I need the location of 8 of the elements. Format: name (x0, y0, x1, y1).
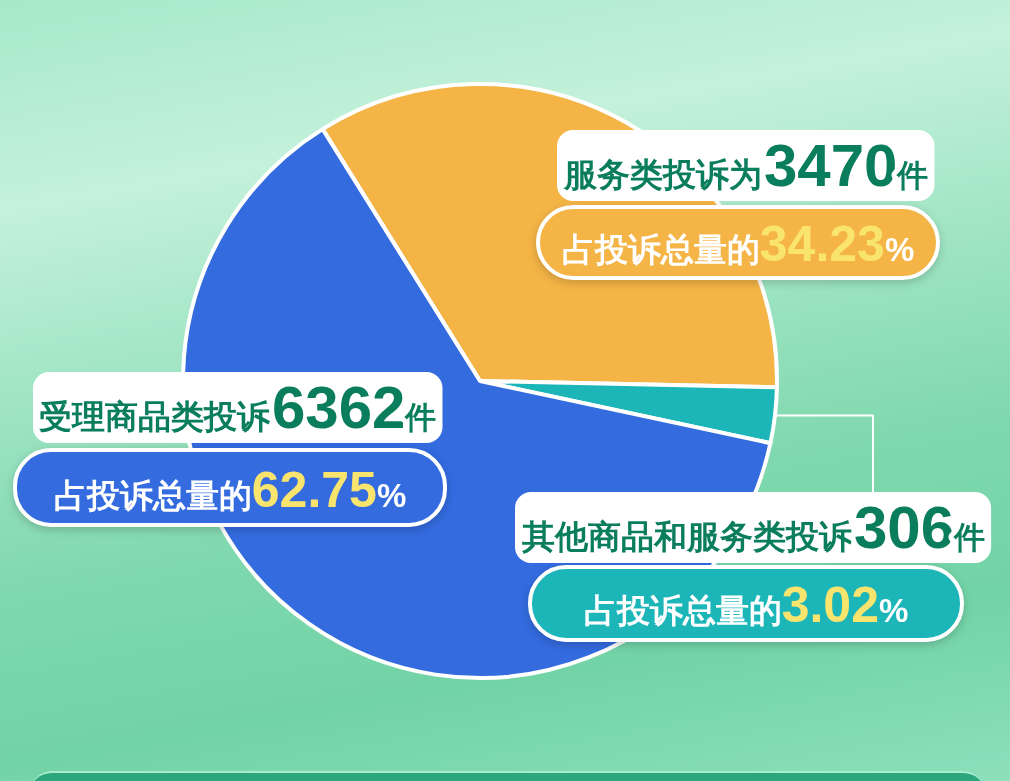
slice-label: 服务类投诉为 (563, 156, 762, 193)
data-label: 6362件 (272, 374, 437, 441)
text: 占投诉总量的62.75% (53, 462, 407, 518)
text: 占投诉总量的3.02% (583, 577, 909, 633)
data-label: 306件 (854, 494, 986, 561)
slice-label: 受理商品类投诉 (39, 398, 271, 435)
slice-label: 其他商品和服务类投诉 (521, 518, 853, 555)
data-label: 3470件 (764, 132, 929, 199)
